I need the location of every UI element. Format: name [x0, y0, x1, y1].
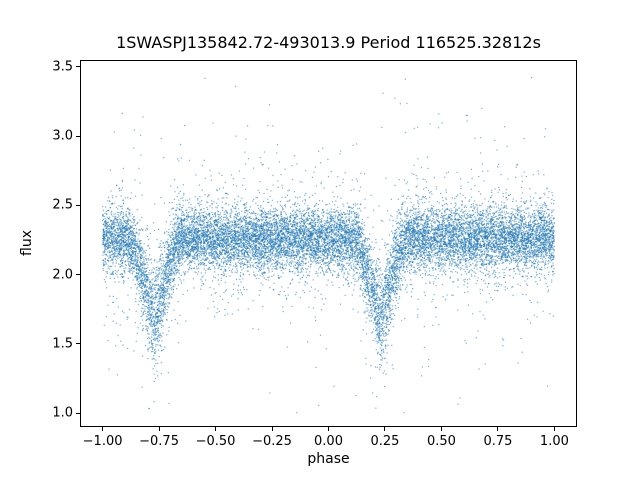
scatter-points-canvas — [81, 61, 576, 426]
y-tick-mark — [76, 204, 80, 206]
y-tick-mark — [76, 66, 80, 68]
y-axis-label: flux — [19, 230, 35, 256]
y-tick-mark — [76, 343, 80, 345]
plot-area — [80, 60, 577, 427]
x-tick-label: 0.50 — [426, 434, 456, 449]
y-tick-label: 2.0 — [52, 267, 73, 283]
chart-title: 1SWASPJ135842.72-493013.9 Period 116525.… — [116, 33, 541, 52]
x-tick-mark — [553, 427, 555, 431]
x-tick-label: −0.50 — [195, 434, 236, 449]
y-tick-label: 3.5 — [52, 59, 73, 75]
x-axis-label: phase — [307, 451, 350, 467]
y-tick-label: 3.0 — [52, 128, 73, 144]
x-tick-mark — [384, 427, 386, 431]
y-tick-label: 1.5 — [52, 336, 73, 352]
x-tick-label: −0.25 — [252, 434, 292, 449]
x-tick-mark — [215, 427, 217, 431]
x-tick-mark — [328, 427, 329, 431]
x-tick-label: 1.00 — [539, 434, 569, 449]
y-tick-mark — [76, 274, 80, 276]
x-tick-mark — [158, 427, 160, 431]
y-tick-label: 2.5 — [52, 197, 73, 213]
x-tick-label: −1.00 — [82, 434, 123, 449]
x-tick-mark — [497, 427, 499, 431]
x-tick-mark — [102, 427, 104, 431]
y-tick-mark — [76, 135, 80, 137]
y-tick-label: 1.0 — [52, 405, 73, 421]
x-tick-mark — [271, 427, 273, 431]
x-tick-label: 0.75 — [483, 434, 513, 449]
y-tick-mark — [76, 412, 80, 414]
x-tick-label: 0.25 — [370, 434, 400, 449]
x-tick-mark — [440, 427, 442, 431]
x-tick-label: −0.75 — [139, 434, 179, 449]
x-tick-label: 0.00 — [314, 434, 343, 449]
